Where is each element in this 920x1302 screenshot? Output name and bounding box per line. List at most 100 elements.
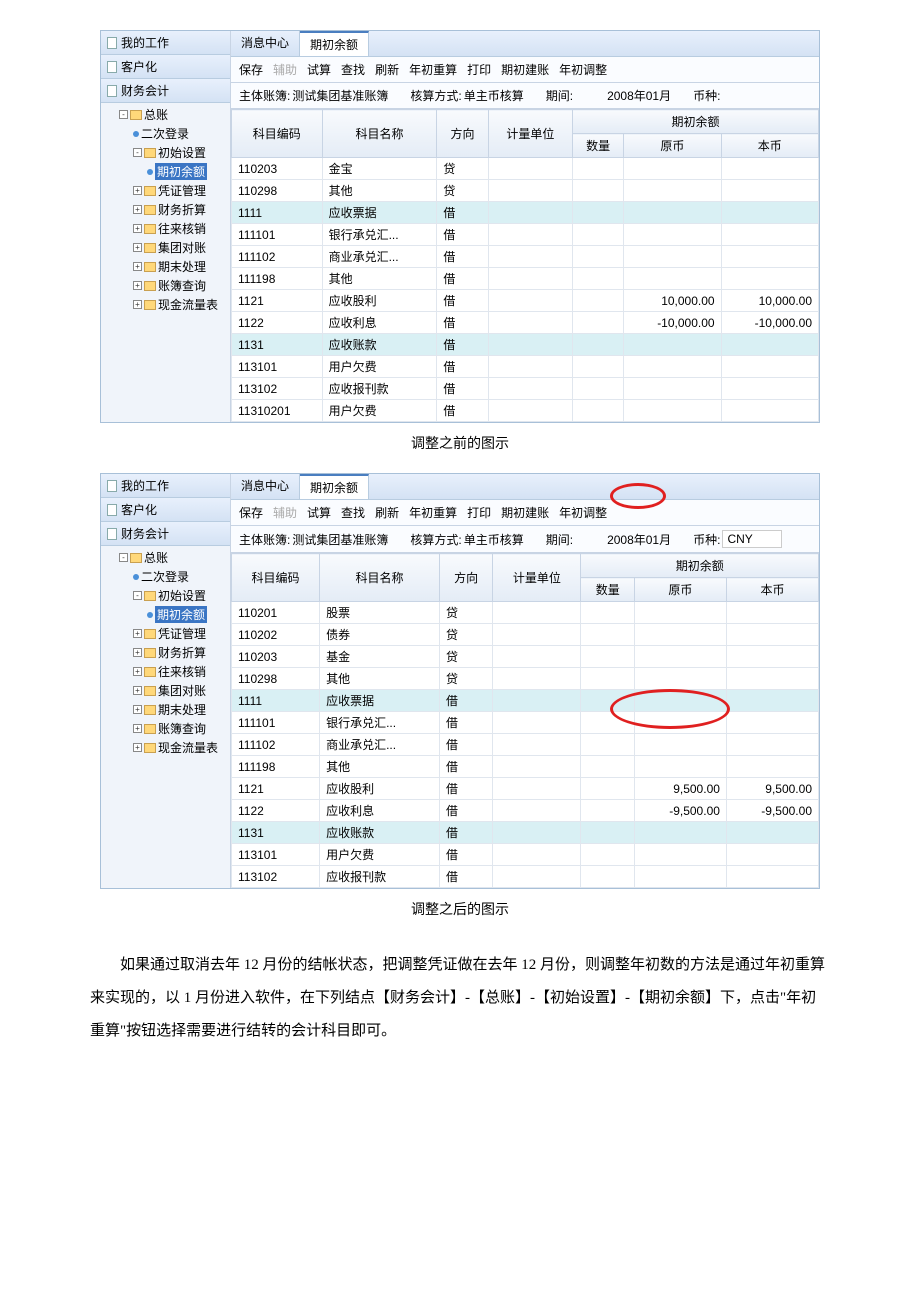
table-row[interactable]: 111102商业承兑汇...借 xyxy=(232,734,819,756)
col-unit[interactable]: 计量单位 xyxy=(488,110,572,158)
table-row[interactable]: 111101银行承兑汇...借 xyxy=(232,712,819,734)
recalc-button[interactable]: 年初重算 xyxy=(409,504,457,521)
col-orig[interactable]: 原币 xyxy=(634,578,726,602)
expand-icon[interactable]: + xyxy=(133,686,142,695)
tree-node[interactable]: +现金流量表 xyxy=(105,738,230,757)
expand-icon[interactable]: + xyxy=(133,224,142,233)
expand-icon[interactable]: + xyxy=(133,262,142,271)
trial-button[interactable]: 试算 xyxy=(307,61,331,78)
tree-node[interactable]: +财务折算 xyxy=(105,200,230,219)
tree-node[interactable]: 期初余额 xyxy=(105,605,230,624)
tree-node[interactable]: 二次登录 xyxy=(105,124,230,143)
trial-button[interactable]: 试算 xyxy=(307,504,331,521)
col-unit[interactable]: 计量单位 xyxy=(493,554,581,602)
table-row[interactable]: 1122应收利息借-9,500.00-9,500.00 xyxy=(232,800,819,822)
expand-icon[interactable]: + xyxy=(133,724,142,733)
tree-node[interactable]: -初始设置 xyxy=(105,143,230,162)
expand-icon[interactable]: + xyxy=(133,629,142,638)
build-button[interactable]: 期初建账 xyxy=(501,504,549,521)
table-row[interactable]: 113102应收报刊款借 xyxy=(232,866,819,888)
find-button[interactable]: 查找 xyxy=(341,504,365,521)
expand-icon[interactable]: + xyxy=(133,186,142,195)
print-button[interactable]: 打印 xyxy=(467,504,491,521)
adjust-button[interactable]: 年初调整 xyxy=(559,504,607,521)
tree-node[interactable]: +期末处理 xyxy=(105,700,230,719)
refresh-button[interactable]: 刷新 xyxy=(375,504,399,521)
col-dir[interactable]: 方向 xyxy=(439,554,492,602)
sidebar-finance[interactable]: 财务会计 xyxy=(101,79,230,103)
table-row[interactable]: 1131应收账款借 xyxy=(232,822,819,844)
tree-node[interactable]: +往来核销 xyxy=(105,662,230,681)
table-row[interactable]: 110202债券贷 xyxy=(232,624,819,646)
table-row[interactable]: 1122应收利息借-10,000.00-10,000.00 xyxy=(232,312,819,334)
col-qty[interactable]: 数量 xyxy=(581,578,634,602)
col-opening[interactable]: 期初余额 xyxy=(581,554,819,578)
expand-icon[interactable]: + xyxy=(133,281,142,290)
table-row[interactable]: 110203金宝贷 xyxy=(232,158,819,180)
method-value[interactable]: 单主币核算 xyxy=(464,531,524,548)
tab-msg-center[interactable]: 消息中心 xyxy=(231,31,300,56)
sidebar-finance[interactable]: 财务会计 xyxy=(101,522,230,546)
book-value[interactable]: 测试集团基准账簿 xyxy=(292,87,388,104)
col-local[interactable]: 本币 xyxy=(726,578,818,602)
tree-node[interactable]: +账簿查询 xyxy=(105,276,230,295)
collapse-icon[interactable]: - xyxy=(119,110,128,119)
table-row[interactable]: 111102商业承兑汇...借 xyxy=(232,246,819,268)
currency-value[interactable]: CNY xyxy=(722,530,782,548)
table-row[interactable]: 110203基金贷 xyxy=(232,646,819,668)
table-row[interactable]: 113101用户欠费借 xyxy=(232,356,819,378)
collapse-icon[interactable]: - xyxy=(133,591,142,600)
period-value[interactable]: 2008年01月 xyxy=(607,87,671,104)
tree-node[interactable]: +集团对账 xyxy=(105,681,230,700)
recalc-button[interactable]: 年初重算 xyxy=(409,61,457,78)
table-row[interactable]: 1131应收账款借 xyxy=(232,334,819,356)
col-code[interactable]: 科目编码 xyxy=(232,554,320,602)
table-row[interactable]: 111101银行承兑汇...借 xyxy=(232,224,819,246)
tree-node[interactable]: 期初余额 xyxy=(105,162,230,181)
method-value[interactable]: 单主币核算 xyxy=(464,87,524,104)
col-orig[interactable]: 原币 xyxy=(624,134,721,158)
tree-node[interactable]: -总账 xyxy=(105,105,230,124)
col-dir[interactable]: 方向 xyxy=(437,110,488,158)
expand-icon[interactable]: + xyxy=(133,648,142,657)
tree-node[interactable]: +期末处理 xyxy=(105,257,230,276)
table-row[interactable]: 113102应收报刊款借 xyxy=(232,378,819,400)
tab-opening-balance[interactable]: 期初余额 xyxy=(300,474,369,499)
tab-opening-balance[interactable]: 期初余额 xyxy=(300,31,369,56)
table-row[interactable]: 113101用户欠费借 xyxy=(232,844,819,866)
tree-node[interactable]: +凭证管理 xyxy=(105,624,230,643)
col-qty[interactable]: 数量 xyxy=(573,134,624,158)
expand-icon[interactable]: + xyxy=(133,743,142,752)
sidebar-customer[interactable]: 客户化 xyxy=(101,55,230,79)
tree-node[interactable]: +财务折算 xyxy=(105,643,230,662)
save-button[interactable]: 保存 xyxy=(239,61,263,78)
adjust-button[interactable]: 年初调整 xyxy=(559,61,607,78)
sidebar-mywork[interactable]: 我的工作 xyxy=(101,474,230,498)
tree-node[interactable]: -总账 xyxy=(105,548,230,567)
table-row[interactable]: 110298其他贷 xyxy=(232,668,819,690)
col-code[interactable]: 科目编码 xyxy=(232,110,323,158)
tree-node[interactable]: +现金流量表 xyxy=(105,295,230,314)
tab-msg-center[interactable]: 消息中心 xyxy=(231,474,300,499)
col-name[interactable]: 科目名称 xyxy=(320,554,440,602)
sidebar-customer[interactable]: 客户化 xyxy=(101,498,230,522)
table-row[interactable]: 11310201用户欠费借 xyxy=(232,400,819,422)
col-opening[interactable]: 期初余额 xyxy=(573,110,819,134)
table-row[interactable]: 1121应收股利借10,000.0010,000.00 xyxy=(232,290,819,312)
build-button[interactable]: 期初建账 xyxy=(501,61,549,78)
refresh-button[interactable]: 刷新 xyxy=(375,61,399,78)
tree-node[interactable]: +凭证管理 xyxy=(105,181,230,200)
period-value[interactable]: 2008年01月 xyxy=(607,531,671,548)
col-name[interactable]: 科目名称 xyxy=(322,110,437,158)
expand-icon[interactable]: + xyxy=(133,667,142,676)
print-button[interactable]: 打印 xyxy=(467,61,491,78)
table-row[interactable]: 110201股票贷 xyxy=(232,602,819,624)
expand-icon[interactable]: + xyxy=(133,243,142,252)
tree-node[interactable]: +往来核销 xyxy=(105,219,230,238)
collapse-icon[interactable]: - xyxy=(119,553,128,562)
table-row[interactable]: 111198其他借 xyxy=(232,756,819,778)
col-local[interactable]: 本币 xyxy=(721,134,818,158)
collapse-icon[interactable]: - xyxy=(133,148,142,157)
tree-node[interactable]: 二次登录 xyxy=(105,567,230,586)
table-row[interactable]: 1111应收票据借 xyxy=(232,202,819,224)
